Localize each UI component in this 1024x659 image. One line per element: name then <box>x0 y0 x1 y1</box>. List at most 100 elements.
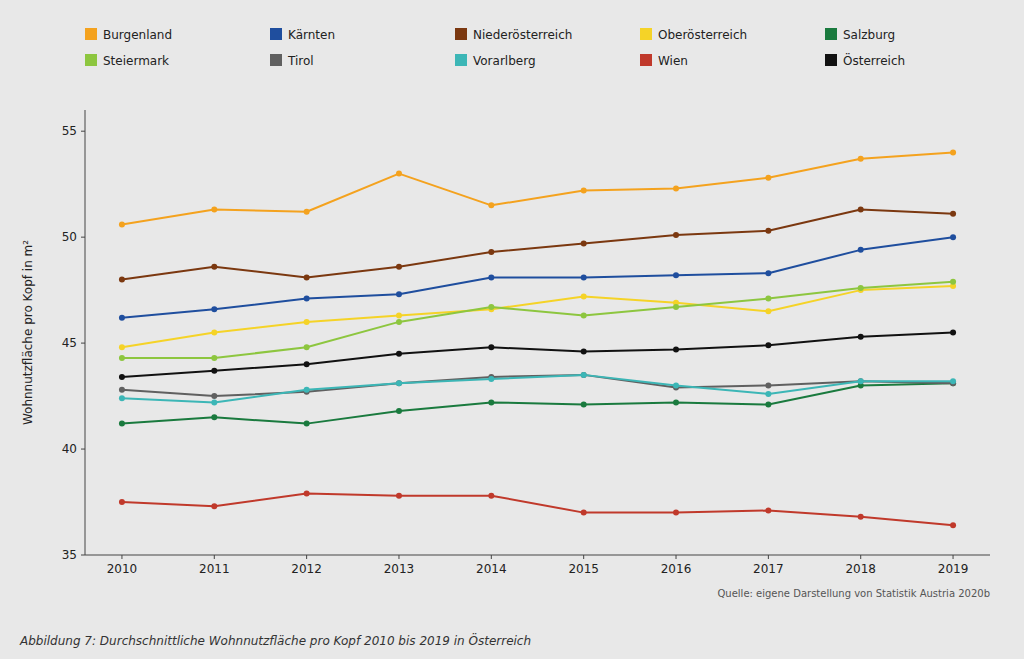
series-point <box>950 211 956 217</box>
series-point <box>765 342 771 348</box>
y-tick <box>81 131 85 132</box>
series-point <box>858 514 864 520</box>
series-point <box>488 344 494 350</box>
series-point <box>581 293 587 299</box>
series-point <box>488 493 494 499</box>
x-tick <box>214 555 215 559</box>
x-tick-label: 2014 <box>476 562 507 576</box>
series-point <box>304 344 310 350</box>
x-tick-label: 2017 <box>753 562 784 576</box>
series-point <box>119 277 125 283</box>
series-point <box>765 308 771 314</box>
x-tick-label: 2018 <box>845 562 876 576</box>
legend-label: Vorarlberg <box>473 54 536 68</box>
x-tick <box>306 555 307 559</box>
legend-swatch <box>85 54 97 66</box>
series-point <box>581 372 587 378</box>
x-tick <box>860 555 861 559</box>
series-point <box>304 421 310 427</box>
legend-label: Niederösterreich <box>473 28 572 42</box>
x-tick-label: 2016 <box>661 562 692 576</box>
series-point <box>119 344 125 350</box>
series-point <box>304 274 310 280</box>
y-axis-label: Wohnnutzfläche pro Kopf in m² <box>21 240 35 425</box>
x-tick <box>491 555 492 559</box>
legend-swatch <box>640 28 652 40</box>
series-line <box>122 286 953 347</box>
series-point <box>765 402 771 408</box>
series-point <box>488 376 494 382</box>
series-point <box>950 522 956 528</box>
series-point <box>765 508 771 514</box>
series-line <box>122 210 953 280</box>
x-tick-label: 2015 <box>568 562 599 576</box>
series-line <box>122 375 953 403</box>
legend-label: Wien <box>658 54 688 68</box>
series-point <box>765 228 771 234</box>
series-point <box>950 234 956 240</box>
y-axis-line <box>85 110 86 555</box>
series-point <box>304 387 310 393</box>
series-point <box>673 399 679 405</box>
series-point <box>211 399 217 405</box>
series-point <box>211 414 217 420</box>
series-line <box>122 383 953 423</box>
series-line <box>122 152 953 224</box>
y-tick <box>81 237 85 238</box>
legend-swatch <box>455 54 467 66</box>
legend-label: Kärnten <box>288 28 335 42</box>
series-point <box>858 334 864 340</box>
caption: Abbildung 7: Durchschnittliche Wohnnutzf… <box>19 632 531 648</box>
series-point <box>396 408 402 414</box>
legend-swatch <box>825 54 837 66</box>
series-point <box>211 393 217 399</box>
series-point <box>488 202 494 208</box>
series-point <box>950 279 956 285</box>
x-tick <box>398 555 399 559</box>
series-point <box>304 319 310 325</box>
series-point <box>950 149 956 155</box>
legend-swatch <box>85 28 97 40</box>
legend-label: Tirol <box>287 54 314 68</box>
series-point <box>488 249 494 255</box>
series-point <box>858 156 864 162</box>
x-tick <box>768 555 769 559</box>
series-point <box>396 380 402 386</box>
legend: BurgenlandKärntenNiederösterreichOberöst… <box>85 28 905 68</box>
series-point <box>396 351 402 357</box>
x-tick <box>583 555 584 559</box>
series-point <box>396 319 402 325</box>
series-point <box>581 274 587 280</box>
legend-swatch <box>270 54 282 66</box>
series-point <box>858 378 864 384</box>
legend-swatch <box>270 28 282 40</box>
legend-label: Burgenland <box>103 28 172 42</box>
series-point <box>119 221 125 227</box>
x-tick <box>953 555 954 559</box>
series-point <box>304 296 310 302</box>
series-point <box>581 402 587 408</box>
series-point <box>304 209 310 215</box>
series-point <box>396 171 402 177</box>
series-point <box>765 270 771 276</box>
series-point <box>488 399 494 405</box>
series-point <box>765 391 771 397</box>
series-point <box>581 188 587 194</box>
x-tick <box>676 555 677 559</box>
series-point <box>673 346 679 352</box>
y-tick <box>81 343 85 344</box>
legend-swatch <box>640 54 652 66</box>
series-point <box>858 285 864 291</box>
legend-swatch <box>455 28 467 40</box>
series-point <box>488 304 494 310</box>
series-point <box>858 207 864 213</box>
series-point <box>119 315 125 321</box>
x-tick <box>121 555 122 559</box>
series-point <box>119 355 125 361</box>
x-tick-label: 2019 <box>938 562 969 576</box>
series-point <box>858 247 864 253</box>
series-point <box>304 491 310 497</box>
x-tick-label: 2011 <box>199 562 230 576</box>
series-line <box>122 282 953 358</box>
y-tick-label: 35 <box>62 548 77 562</box>
